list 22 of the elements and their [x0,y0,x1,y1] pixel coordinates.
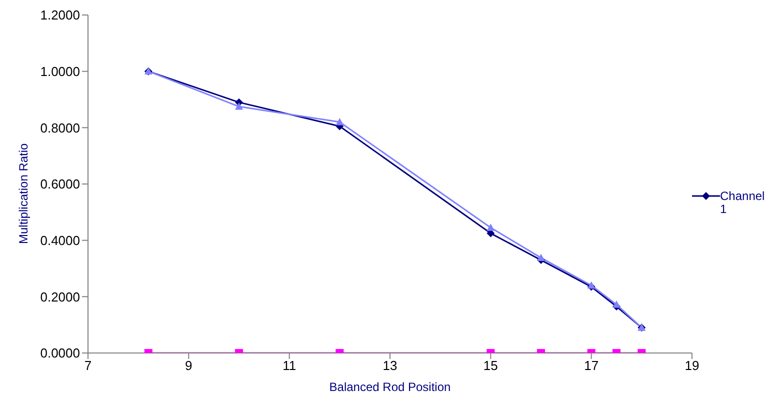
x-tick-label: 19 [684,358,700,374]
x-tick-label: 9 [185,358,192,374]
point [235,102,243,110]
y-tick-label: 0.8000 [40,120,80,136]
y-tick-label: 0.6000 [40,176,80,192]
y-tick-label: 1.0000 [40,64,80,79]
x-tick-label: 13 [382,358,398,374]
point [612,300,620,308]
legend-label: Channel 1 [720,189,765,216]
x-axis-title: Balanced Rod Position [329,380,451,394]
point [486,224,495,231]
x-tick-label: 17 [584,358,599,374]
point [537,254,545,261]
y-tick-label: 0.4000 [40,232,80,248]
y-tick-label: 0.2000 [40,289,80,304]
x-tick-label: 15 [483,358,498,374]
y-tick-label: 1.2000 [40,8,80,23]
y-axis-title: Multiplication Ratio [16,142,30,244]
x-tick-label: 7 [84,358,92,374]
y-tick-label: 0.0000 [40,346,80,361]
x-tick-label: 11 [282,358,296,374]
point [336,118,344,126]
